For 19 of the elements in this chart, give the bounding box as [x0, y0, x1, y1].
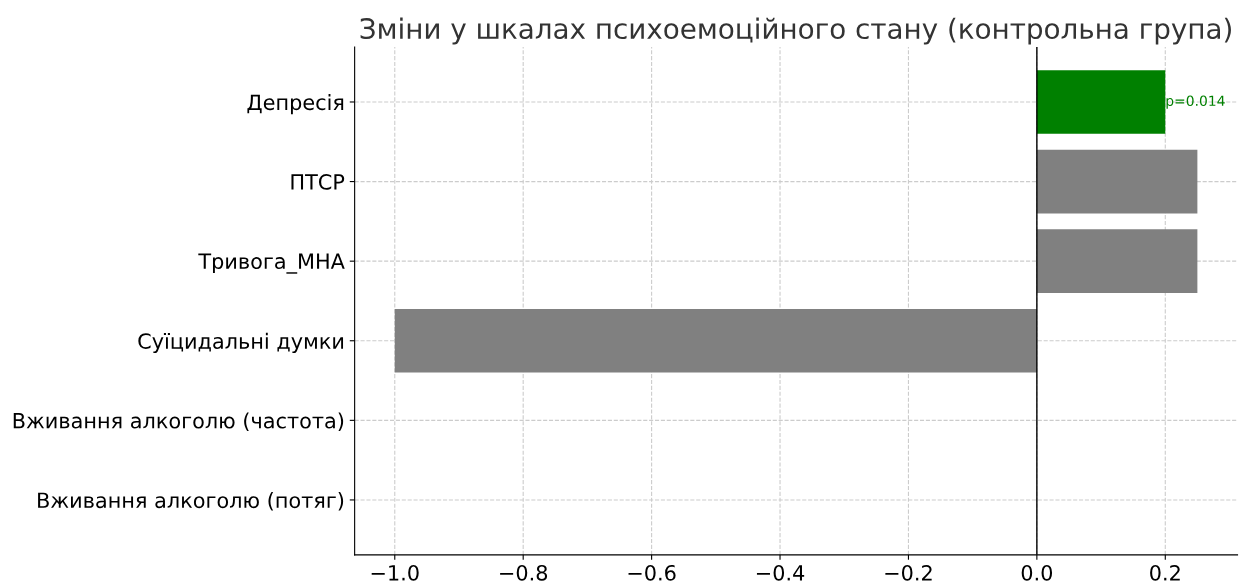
x-tick-label: −0.8	[500, 564, 548, 581]
y-tick-label: Суїцидальні думки	[138, 332, 344, 353]
x-tick-label: 0.0	[1021, 564, 1053, 581]
y-tick-label: Депресія	[247, 94, 344, 115]
annotation: p=0.014	[1166, 95, 1225, 109]
bar	[1036, 229, 1198, 293]
bar	[1036, 149, 1198, 214]
bar	[394, 308, 1037, 373]
bar	[1036, 70, 1166, 134]
x-tick-label: −0.6	[628, 564, 676, 581]
y-tick-label: Вживання алкоголю (частота)	[13, 412, 344, 432]
y-tick-label: ПТСР	[291, 174, 345, 190]
y-tick-label: Вживання алкоголю (потяг)	[38, 492, 344, 511]
x-tick-label: 0.2	[1150, 564, 1180, 581]
x-tick-label: −0.4	[756, 564, 805, 581]
x-tick-label: −1.0	[371, 564, 419, 581]
y-tick-label: Тривога_МНА	[198, 253, 345, 274]
chart-title: Зміни у шкалах психоемоційного стану (контрольна група)	[360, 17, 1231, 45]
x-tick-label: −0.2	[885, 564, 932, 581]
